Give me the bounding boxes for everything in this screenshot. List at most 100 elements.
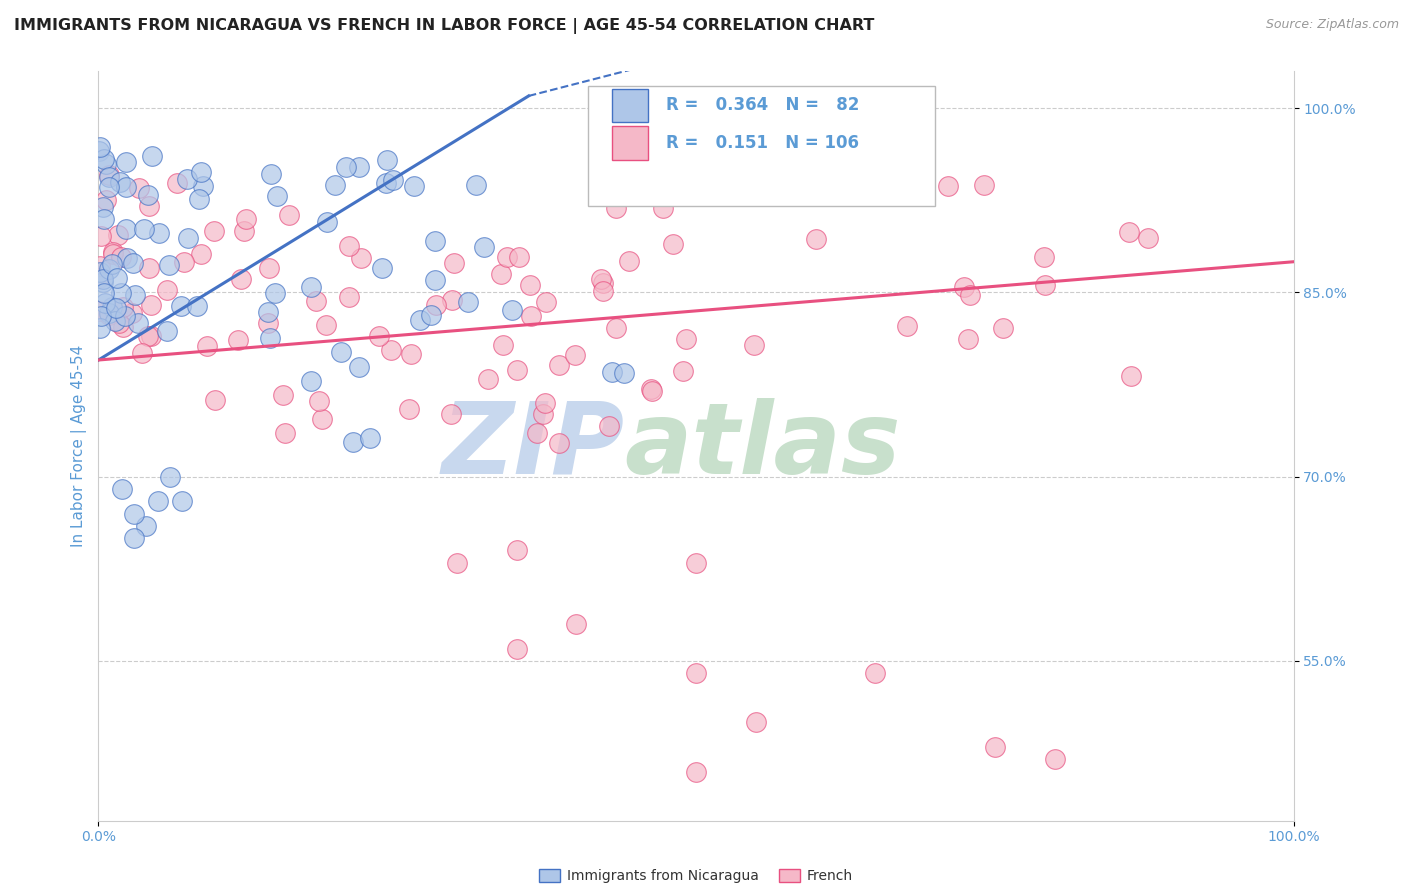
Point: [640, 382, 662, 396]
Text: R =   0.151   N = 106: R = 0.151 N = 106: [666, 134, 859, 152]
Point: [204, 393, 226, 408]
Point: [98, 306, 121, 320]
Point: [226, 333, 249, 347]
Point: [506, 641, 529, 656]
Point: [423, 273, 446, 287]
Point: [94, 296, 117, 310]
Point: [266, 189, 288, 203]
Point: [519, 277, 541, 292]
Point: [489, 267, 512, 281]
Point: [101, 256, 124, 270]
Point: [156, 324, 179, 338]
Point: [103, 247, 125, 261]
Point: [94, 193, 117, 207]
Text: R =   0.364   N =   82: R = 0.364 N = 82: [666, 96, 859, 114]
Point: [188, 192, 211, 206]
Point: [423, 234, 446, 248]
Point: [685, 666, 707, 681]
Point: [492, 338, 515, 352]
Point: [520, 309, 543, 323]
Point: [398, 402, 420, 417]
Point: [305, 293, 328, 308]
Point: [506, 543, 529, 558]
Point: [380, 343, 402, 358]
Point: [124, 288, 146, 302]
Point: [235, 212, 257, 227]
Point: [139, 329, 162, 343]
Point: [1043, 752, 1066, 766]
Point: [202, 224, 225, 238]
Point: [1136, 230, 1159, 244]
Point: [685, 764, 707, 779]
Point: [197, 339, 219, 353]
Point: [672, 364, 695, 378]
Point: [592, 276, 614, 290]
FancyBboxPatch shape: [589, 87, 935, 206]
Point: [138, 260, 160, 275]
Point: [134, 222, 156, 236]
Point: [1118, 226, 1140, 240]
Point: [299, 374, 322, 388]
Point: [1033, 277, 1056, 292]
Point: [107, 228, 129, 243]
Point: [617, 254, 640, 268]
Point: [148, 494, 170, 508]
Point: [121, 306, 143, 320]
Point: [94, 157, 117, 171]
Point: [263, 286, 285, 301]
Point: [652, 201, 675, 215]
Point: [896, 319, 918, 334]
Point: [159, 469, 181, 483]
Point: [89, 259, 111, 273]
Point: [115, 180, 138, 194]
Point: [257, 260, 280, 275]
Text: IMMIGRANTS FROM NICARAGUA VS FRENCH IN LABOR FORCE | AGE 45-54 CORRELATION CHART: IMMIGRANTS FROM NICARAGUA VS FRENCH IN L…: [14, 18, 875, 34]
Point: [804, 232, 827, 246]
Point: [90, 228, 112, 243]
Point: [273, 426, 295, 441]
Point: [186, 299, 208, 313]
Point: [176, 172, 198, 186]
Point: [190, 247, 212, 261]
Point: [508, 250, 530, 264]
Point: [115, 221, 138, 235]
Point: [97, 262, 120, 277]
Point: [505, 363, 527, 377]
Point: [675, 332, 697, 346]
Point: [136, 329, 159, 343]
Point: [190, 165, 212, 179]
Point: [260, 167, 283, 181]
Point: [124, 531, 146, 545]
Point: [315, 318, 337, 333]
Point: [97, 169, 120, 184]
Point: [316, 214, 339, 228]
Point: [335, 160, 357, 174]
Point: [89, 265, 111, 279]
Point: [93, 153, 115, 167]
Point: [991, 321, 1014, 335]
FancyBboxPatch shape: [613, 126, 648, 160]
Point: [337, 238, 360, 252]
Point: [534, 295, 557, 310]
Text: atlas: atlas: [624, 398, 901, 494]
Point: [425, 297, 447, 311]
Point: [381, 173, 404, 187]
Point: [173, 255, 195, 269]
Point: [959, 288, 981, 302]
Point: [127, 316, 149, 330]
Point: [115, 251, 138, 265]
Point: [495, 250, 517, 264]
Point: [114, 154, 136, 169]
Point: [957, 332, 980, 346]
Point: [598, 419, 620, 434]
Point: [745, 715, 768, 730]
Y-axis label: In Labor Force | Age 45-54: In Labor Force | Age 45-54: [72, 345, 87, 547]
Point: [526, 426, 548, 441]
Point: [440, 408, 463, 422]
Point: [131, 345, 153, 359]
Point: [256, 316, 278, 330]
Point: [104, 314, 127, 328]
Point: [93, 212, 115, 227]
Point: [533, 396, 555, 410]
Point: [865, 666, 887, 681]
